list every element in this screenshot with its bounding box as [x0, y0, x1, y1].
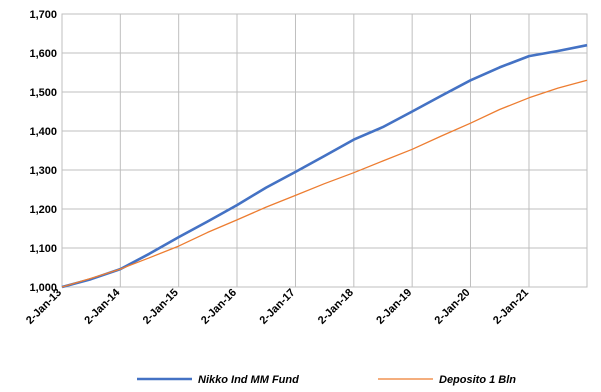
y-tick-label: 1,400	[29, 126, 57, 138]
legend-label: Deposito 1 Bln	[439, 374, 516, 386]
y-tick-label: 1,200	[29, 204, 57, 216]
y-axis-ticks: 1,000 1,100 1,200 1,300 1,400 1,500 1,600 1,700	[29, 9, 57, 294]
y-tick-label: 1,100	[29, 243, 57, 255]
x-tick-label: 2-Jan-18	[316, 287, 356, 327]
series-lines	[61, 43, 588, 289]
y-tick-label: 1,500	[29, 87, 57, 99]
x-tick-label: 2-Jan-20	[433, 287, 473, 327]
x-tick-label: 2-Jan-21	[491, 287, 531, 327]
x-tick-label: 2-Jan-16	[199, 287, 239, 327]
x-axis-ticks: 2-Jan-13 2-Jan-14 2-Jan-15 2-Jan-16 2-Jan-17…	[24, 286, 531, 327]
series-line-deposito-1-bln	[61, 79, 588, 288]
y-tick-label: 1,600	[29, 48, 57, 60]
legend-label: Nikko Ind MM Fund	[198, 374, 299, 386]
y-tick-label: 1,700	[29, 9, 57, 21]
grid-lines	[61, 13, 588, 288]
series-line-nikko-ind-mm-fund	[61, 43, 588, 289]
y-tick-label: 1,000	[29, 282, 57, 294]
legend: Nikko Ind MM Fund Deposito 1 Bln	[137, 374, 516, 386]
x-tick-label: 2-Jan-15	[141, 287, 181, 327]
y-tick-label: 1,300	[29, 165, 57, 177]
x-tick-label: 2-Jan-14	[82, 286, 123, 327]
plot-area-border	[61, 13, 588, 288]
x-tick-label: 2-Jan-19	[374, 287, 414, 327]
x-tick-label: 2-Jan-17	[258, 287, 298, 327]
